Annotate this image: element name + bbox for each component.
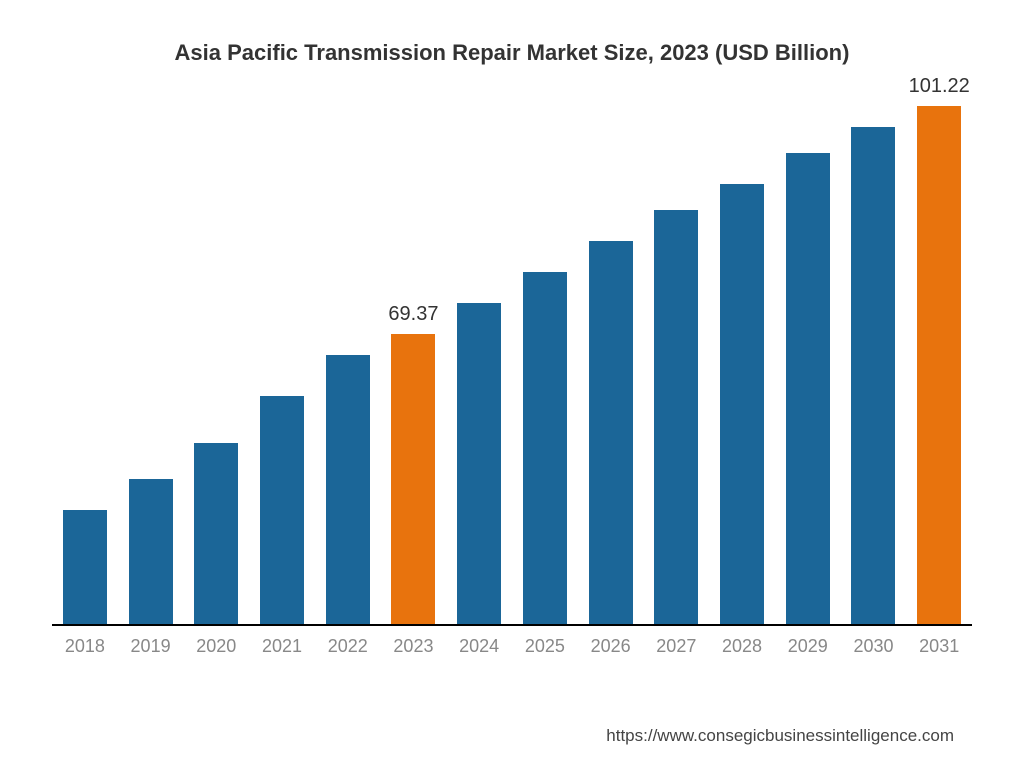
bar	[720, 184, 764, 624]
x-axis-labels: 2018201920202021202220232024202520262027…	[52, 626, 972, 666]
bar-wrap	[249, 106, 315, 624]
bar	[589, 241, 633, 624]
bar-wrap	[315, 106, 381, 624]
bar-wrap	[578, 106, 644, 624]
x-tick-label: 2021	[249, 636, 315, 657]
bar-wrap	[183, 106, 249, 624]
bar	[391, 334, 435, 624]
bar-wrap	[775, 106, 841, 624]
x-tick-label: 2020	[183, 636, 249, 657]
x-tick-label: 2024	[446, 636, 512, 657]
x-tick-label: 2027	[643, 636, 709, 657]
bar-wrap	[52, 106, 118, 624]
value-label: 69.37	[388, 303, 438, 326]
bar	[851, 127, 895, 624]
bar	[129, 479, 173, 624]
bar-wrap: 69.37	[381, 106, 447, 624]
x-tick-label: 2031	[906, 636, 972, 657]
bar-wrap: 101.22	[906, 106, 972, 624]
bar-wrap	[118, 106, 184, 624]
bar	[326, 355, 370, 624]
value-label: 101.22	[909, 75, 970, 98]
bar	[63, 510, 107, 624]
bar-wrap	[512, 106, 578, 624]
bar-wrap	[643, 106, 709, 624]
bar	[457, 303, 501, 624]
bar-wrap	[446, 106, 512, 624]
bar	[786, 153, 830, 624]
source-url: https://www.consegicbusinessintelligence…	[606, 726, 954, 746]
chart-area: 69.37 101.22 2018201920202021202220232024…	[52, 106, 972, 666]
x-tick-label: 2018	[52, 636, 118, 657]
plot-region: 69.37 101.22	[52, 106, 972, 626]
chart-title: Asia Pacific Transmission Repair Market …	[50, 40, 974, 66]
x-tick-label: 2019	[118, 636, 184, 657]
x-tick-label: 2022	[315, 636, 381, 657]
x-tick-label: 2026	[578, 636, 644, 657]
x-tick-label: 2025	[512, 636, 578, 657]
x-tick-label: 2029	[775, 636, 841, 657]
bar	[917, 106, 961, 624]
x-tick-label: 2028	[709, 636, 775, 657]
x-tick-label: 2030	[841, 636, 907, 657]
bar	[194, 443, 238, 624]
bar-wrap	[709, 106, 775, 624]
bar-wrap	[841, 106, 907, 624]
bar	[523, 272, 567, 624]
bar	[654, 210, 698, 624]
x-tick-label: 2023	[381, 636, 447, 657]
bar	[260, 396, 304, 624]
